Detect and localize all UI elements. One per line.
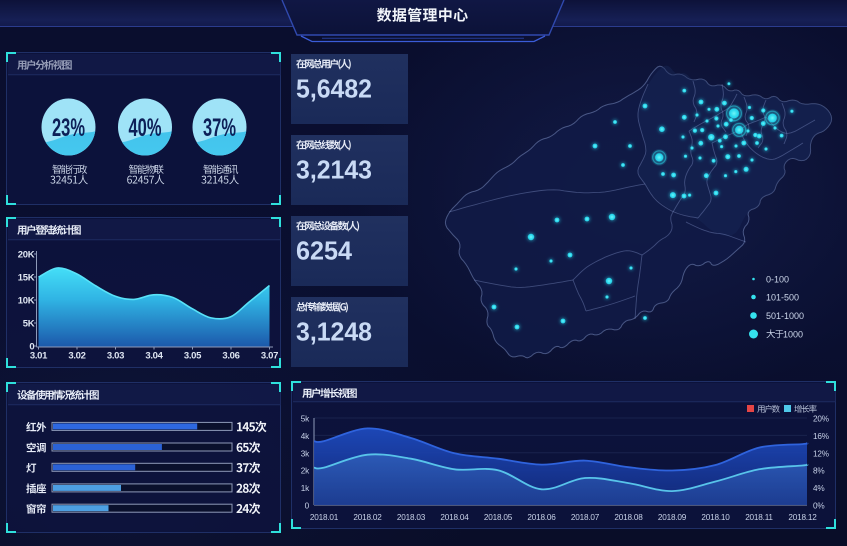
svg-text:3.01: 3.01 (30, 351, 48, 362)
svg-text:3.04: 3.04 (145, 351, 163, 362)
svg-text:3,2143: 3,2143 (296, 157, 372, 185)
svg-text:5,6482: 5,6482 (296, 76, 372, 104)
svg-text:3.07: 3.07 (261, 351, 278, 362)
svg-text:5K: 5K (23, 319, 35, 330)
svg-text:2018.04: 2018.04 (440, 513, 469, 522)
svg-text:2018.02: 2018.02 (353, 513, 382, 522)
svg-text:2k: 2k (301, 467, 310, 476)
svg-text:2018.11: 2018.11 (745, 513, 773, 522)
svg-text:40%: 40% (129, 114, 162, 142)
svg-text:20%: 20% (813, 415, 829, 424)
svg-text:2018.10: 2018.10 (701, 513, 730, 522)
svg-text:20K: 20K (18, 250, 35, 261)
svg-text:2018.09: 2018.09 (658, 513, 687, 522)
svg-text:4k: 4k (301, 432, 310, 441)
svg-text:37%: 37% (203, 114, 236, 142)
svg-text:23%: 23% (52, 114, 85, 142)
svg-text:3.02: 3.02 (68, 351, 85, 362)
svg-text:3,1248: 3,1248 (296, 319, 372, 347)
svg-text:8%: 8% (813, 467, 824, 476)
svg-text:0-100: 0-100 (766, 274, 789, 284)
svg-text:3k: 3k (301, 449, 310, 458)
svg-text:501-1000: 501-1000 (766, 311, 804, 321)
svg-text:1000: 1000 (783, 329, 803, 339)
svg-text:101-500: 101-500 (766, 292, 799, 302)
svg-text:16%: 16% (813, 432, 829, 441)
svg-text:4%: 4% (813, 484, 824, 493)
svg-text:2018.01: 2018.01 (310, 513, 339, 522)
svg-text:3.06: 3.06 (222, 351, 239, 362)
svg-text:15K: 15K (18, 273, 35, 284)
svg-text:2018.06: 2018.06 (527, 513, 556, 522)
svg-text:1k: 1k (301, 484, 310, 493)
svg-text:12%: 12% (813, 449, 829, 458)
svg-text:3.03: 3.03 (107, 351, 124, 362)
svg-text:2018.05: 2018.05 (484, 513, 513, 522)
svg-text:2018.12: 2018.12 (788, 513, 817, 522)
svg-text:0: 0 (305, 502, 310, 511)
svg-text:6254: 6254 (296, 238, 353, 266)
svg-text:0%: 0% (813, 502, 824, 511)
svg-text:10K: 10K (18, 296, 35, 307)
svg-text:2018.08: 2018.08 (614, 513, 643, 522)
svg-text:2018.07: 2018.07 (571, 513, 600, 522)
svg-text:0: 0 (29, 342, 34, 353)
svg-text:2018.03: 2018.03 (397, 513, 426, 522)
svg-text:5k: 5k (301, 415, 310, 424)
svg-text:3.05: 3.05 (184, 351, 202, 362)
